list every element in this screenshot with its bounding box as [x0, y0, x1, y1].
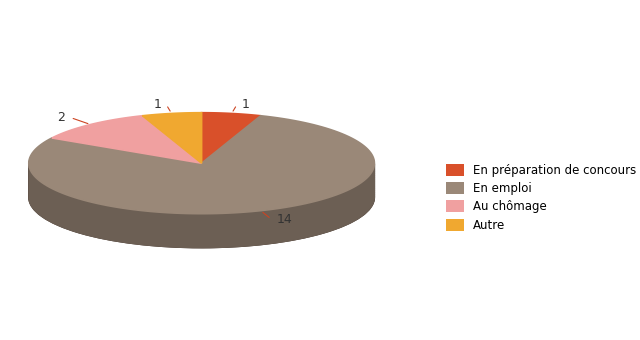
Text: 2: 2	[58, 111, 65, 124]
Ellipse shape	[29, 126, 374, 227]
Ellipse shape	[29, 128, 374, 229]
Polygon shape	[143, 113, 202, 163]
Ellipse shape	[29, 120, 374, 221]
Ellipse shape	[29, 130, 374, 231]
Polygon shape	[52, 116, 202, 163]
Polygon shape	[29, 164, 374, 248]
Text: 1: 1	[242, 98, 250, 111]
Ellipse shape	[29, 143, 374, 244]
Ellipse shape	[29, 117, 374, 218]
Legend: En préparation de concours, En emploi, Au chômage, Autre: En préparation de concours, En emploi, A…	[441, 159, 640, 236]
Ellipse shape	[29, 122, 374, 223]
Ellipse shape	[29, 137, 374, 238]
Ellipse shape	[29, 132, 374, 233]
Text: 14: 14	[276, 213, 292, 226]
Ellipse shape	[29, 139, 374, 240]
Ellipse shape	[29, 124, 374, 225]
Ellipse shape	[29, 135, 374, 236]
Polygon shape	[202, 113, 260, 163]
Polygon shape	[29, 116, 374, 214]
Text: 1: 1	[153, 98, 161, 111]
Ellipse shape	[29, 147, 374, 248]
Ellipse shape	[29, 115, 374, 216]
Ellipse shape	[29, 145, 374, 246]
Ellipse shape	[29, 141, 374, 242]
Ellipse shape	[29, 134, 374, 235]
Ellipse shape	[29, 118, 374, 219]
